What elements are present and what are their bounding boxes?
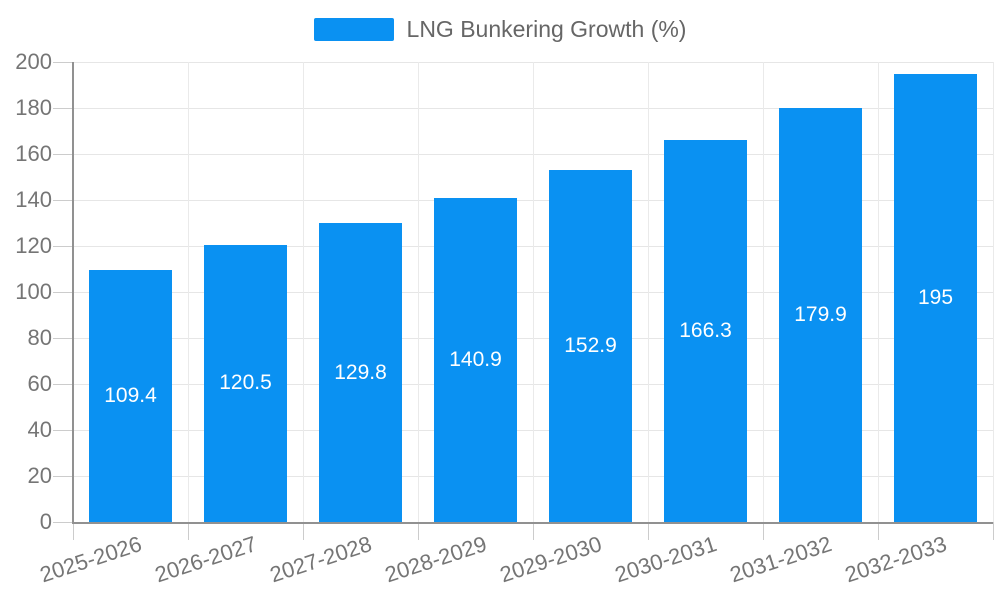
y-tick-label: 120 — [15, 233, 52, 258]
bar-value-label: 195 — [917, 285, 954, 309]
bar-2031-2032[interactable] — [779, 108, 862, 522]
y-axis-line — [72, 62, 74, 524]
bar-value-label: 120.5 — [219, 371, 272, 395]
x-tick-label-2025-2026: 2025-2026 — [37, 531, 145, 588]
y-axis-tick — [53, 475, 73, 477]
x-tick-label-2028-2029: 2028-2029 — [382, 531, 490, 588]
bar-value-label: 179.9 — [794, 303, 847, 327]
bar-2030-2031[interactable] — [664, 139, 747, 522]
x-axis-tick — [877, 522, 879, 540]
y-axis-tick — [53, 245, 73, 247]
legend-swatch-icon — [313, 17, 394, 41]
bar-2028-2029[interactable] — [434, 197, 517, 522]
y-tick-label: 160 — [15, 141, 52, 166]
x-axis-tick — [532, 522, 534, 540]
gridline-vertical — [992, 62, 994, 522]
bar-value-label: 140.9 — [449, 347, 502, 371]
gridline-vertical — [187, 62, 189, 522]
gridline-vertical — [647, 62, 649, 522]
y-tick-label: 140 — [15, 187, 52, 212]
x-tick-label-2029-2030: 2029-2030 — [497, 531, 605, 588]
x-axis-line — [73, 522, 993, 524]
y-axis-tick — [53, 337, 73, 339]
bar-value-label: 109.4 — [104, 384, 157, 408]
y-axis-tick — [53, 291, 73, 293]
legend-label: LNG Bunkering Growth (%) — [406, 15, 687, 42]
x-tick-label-2031-2032: 2031-2032 — [727, 531, 835, 588]
x-axis-tick — [647, 522, 649, 540]
x-axis-tick — [187, 522, 189, 540]
bar-value-label: 152.9 — [564, 334, 617, 358]
gridline-vertical — [532, 62, 534, 522]
gridline-vertical — [762, 62, 764, 522]
y-tick-label: 80 — [27, 325, 52, 350]
y-axis-tick — [53, 429, 73, 431]
x-tick-label-2032-2033: 2032-2033 — [842, 531, 950, 588]
y-tick-label: 40 — [27, 417, 52, 442]
bar-value-label: 129.8 — [334, 360, 387, 384]
y-tick-label: 200 — [15, 49, 52, 74]
y-axis-tick — [53, 383, 73, 385]
gridline-vertical — [417, 62, 419, 522]
x-axis-tick — [992, 522, 994, 540]
bar-2025-2026[interactable] — [89, 270, 172, 522]
y-axis-tick — [53, 153, 73, 155]
x-axis-tick — [302, 522, 304, 540]
y-axis-tick — [53, 521, 73, 523]
y-axis-tick — [53, 107, 73, 109]
x-axis-tick — [417, 522, 419, 540]
y-axis-tick — [53, 199, 73, 201]
gridline-vertical — [877, 62, 879, 522]
y-axis-tick — [53, 61, 73, 63]
bar-2029-2030[interactable] — [549, 170, 632, 522]
bar-2032-2033[interactable] — [894, 73, 977, 522]
bar-2026-2027[interactable] — [204, 244, 287, 522]
bar-value-label: 166.3 — [679, 318, 732, 342]
x-tick-label-2026-2027: 2026-2027 — [152, 531, 260, 588]
x-axis-tick — [72, 522, 74, 540]
gridline-vertical — [302, 62, 304, 522]
y-tick-label: 20 — [27, 463, 52, 488]
chart-legend[interactable]: LNG Bunkering Growth (%) — [0, 16, 1000, 42]
x-tick-label-2027-2028: 2027-2028 — [267, 531, 375, 588]
x-tick-label-2030-2031: 2030-2031 — [612, 531, 720, 588]
y-tick-label: 0 — [39, 509, 52, 534]
y-tick-label: 60 — [27, 371, 52, 396]
bar-2027-2028[interactable] — [319, 223, 402, 522]
y-tick-label: 180 — [15, 95, 52, 120]
y-tick-label: 100 — [15, 279, 52, 304]
x-axis-tick — [762, 522, 764, 540]
